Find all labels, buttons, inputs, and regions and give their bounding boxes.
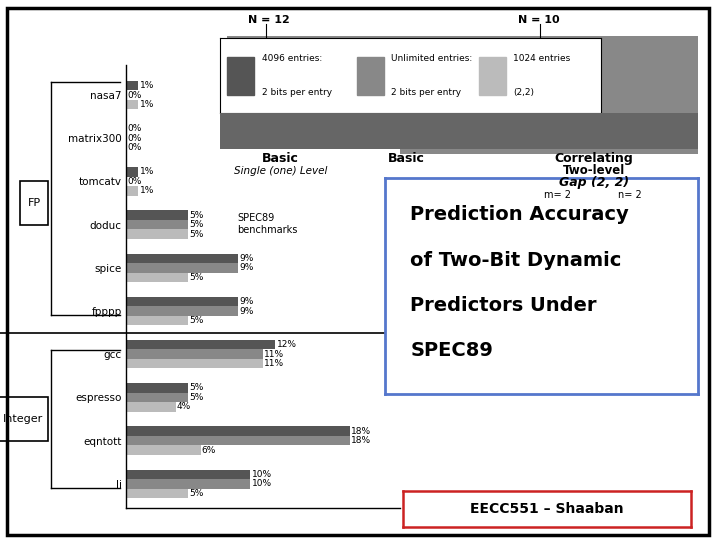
FancyBboxPatch shape — [19, 181, 48, 225]
Text: 9%: 9% — [239, 307, 253, 315]
Text: 4096 entries:: 4096 entries: — [261, 55, 322, 64]
Text: 0%: 0% — [127, 91, 142, 99]
Text: EECC551 – Shaaban: EECC551 – Shaaban — [470, 502, 624, 516]
Text: Predictors Under: Predictors Under — [410, 296, 597, 315]
Bar — [126, 479, 251, 489]
Bar — [479, 57, 505, 94]
Bar — [126, 446, 201, 455]
Text: Gap (2, 2): Gap (2, 2) — [559, 176, 629, 190]
Bar — [357, 57, 384, 94]
Text: 4%: 4% — [177, 402, 192, 411]
Text: of Two-Bit Dynamic: of Two-Bit Dynamic — [410, 251, 621, 270]
Bar — [126, 393, 188, 402]
Text: SPEC89
benchmarks: SPEC89 benchmarks — [238, 213, 298, 235]
Text: 0%: 0% — [127, 124, 142, 133]
Text: 5%: 5% — [189, 273, 204, 282]
Text: N = 10: N = 10 — [518, 15, 560, 25]
Bar — [126, 230, 188, 239]
Bar — [126, 273, 188, 282]
Text: m= 2: m= 2 — [544, 190, 572, 200]
Bar — [126, 167, 138, 177]
Text: 1%: 1% — [140, 186, 154, 195]
Text: 11%: 11% — [264, 359, 284, 368]
Text: 1024 entries: 1024 entries — [513, 55, 571, 64]
Text: 10%: 10% — [251, 470, 271, 479]
Text: 5%: 5% — [189, 383, 204, 393]
Text: N = 12: N = 12 — [248, 15, 290, 25]
Bar — [126, 100, 138, 109]
Bar — [126, 470, 251, 479]
Text: 5%: 5% — [189, 230, 204, 239]
Bar — [126, 220, 188, 229]
Text: 5%: 5% — [189, 489, 204, 498]
Text: 1%: 1% — [140, 167, 154, 177]
Text: 18%: 18% — [351, 427, 372, 436]
Text: 11%: 11% — [264, 350, 284, 359]
Bar — [126, 349, 263, 359]
Text: 0%: 0% — [127, 177, 142, 186]
Text: n= 2: n= 2 — [618, 190, 642, 200]
Text: FP: FP — [27, 198, 40, 208]
Text: Two-level: Two-level — [563, 164, 625, 178]
Bar — [126, 383, 188, 393]
Text: 0%: 0% — [127, 143, 142, 152]
Text: 0%: 0% — [127, 134, 142, 143]
Text: 1%: 1% — [140, 100, 154, 109]
Text: 5%: 5% — [189, 211, 204, 220]
Text: Basic: Basic — [262, 152, 300, 165]
Bar — [126, 402, 176, 411]
Text: Basic: Basic — [388, 152, 426, 165]
Bar — [126, 489, 188, 498]
Text: Prediction Accuracy: Prediction Accuracy — [410, 205, 629, 225]
Bar — [126, 211, 188, 220]
Text: Integer: Integer — [4, 414, 43, 424]
Text: Correlating: Correlating — [554, 152, 634, 165]
Text: SPEC89: SPEC89 — [410, 341, 493, 361]
Text: Unlimited entries:: Unlimited entries: — [392, 55, 472, 64]
Text: 9%: 9% — [239, 254, 253, 263]
Bar — [126, 81, 138, 90]
Text: 2 bits per entry: 2 bits per entry — [392, 87, 462, 97]
Text: 10%: 10% — [251, 480, 271, 488]
Text: 18%: 18% — [351, 436, 372, 445]
Text: 5%: 5% — [189, 393, 204, 402]
Text: 9%: 9% — [239, 297, 253, 306]
Text: 6%: 6% — [202, 446, 216, 455]
Bar — [126, 297, 238, 306]
Text: Single (one) Level: Single (one) Level — [234, 166, 328, 177]
Bar — [126, 254, 238, 263]
Text: 1%: 1% — [140, 81, 154, 90]
Bar — [126, 316, 188, 325]
Text: 2 bits per entry: 2 bits per entry — [261, 87, 332, 97]
FancyBboxPatch shape — [0, 397, 48, 441]
Bar — [126, 340, 275, 349]
Text: 12%: 12% — [276, 340, 297, 349]
Bar — [126, 263, 238, 273]
Text: 5%: 5% — [189, 316, 204, 325]
Bar — [228, 57, 254, 94]
Text: (2,2): (2,2) — [513, 87, 534, 97]
Text: 9%: 9% — [239, 264, 253, 272]
Bar — [126, 186, 138, 195]
Text: 5%: 5% — [189, 220, 204, 229]
Bar — [126, 436, 350, 446]
Bar — [126, 359, 263, 368]
Bar — [126, 306, 238, 316]
Bar — [126, 427, 350, 436]
